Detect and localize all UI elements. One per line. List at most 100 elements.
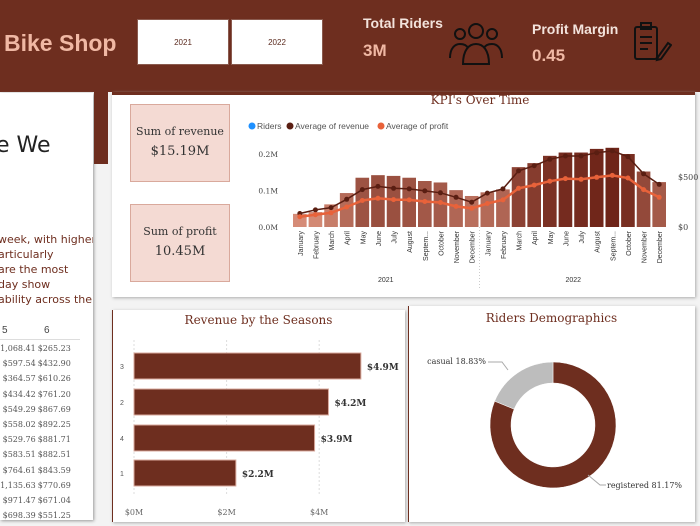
- data-label: $4.2M: [334, 399, 366, 409]
- riders-bar: [558, 152, 573, 227]
- table-cell: $761.20: [37, 389, 71, 399]
- legend-marker: [377, 122, 385, 130]
- riders-bar: [589, 148, 604, 227]
- revenue-line: [299, 150, 660, 215]
- legend-marker: [248, 122, 256, 130]
- table-row: $698.39 $551.25: [0, 508, 72, 520]
- x-axis-tick: October: [626, 230, 633, 256]
- profit-point: [359, 198, 365, 203]
- x-axis-tick: July: [392, 231, 399, 244]
- revenue-point: [641, 171, 647, 177]
- table-row: $434.42 $761.20: [0, 387, 72, 402]
- x-axis-tick: March: [517, 231, 524, 251]
- x-axis-tick: August: [407, 231, 414, 253]
- demographics-chart-title: Riders Demographics: [485, 311, 618, 325]
- table-row: $364.57 $610.26: [0, 371, 72, 386]
- slicer-2021[interactable]: 2021: [137, 19, 229, 65]
- legend-label: Average of revenue: [295, 121, 369, 131]
- profit-card-value: 10.45M: [154, 244, 206, 259]
- table-cell: $597.54: [2, 359, 36, 369]
- profit-point: [375, 195, 381, 201]
- right-axis-tick: $500: [678, 173, 698, 182]
- riders-bar: [324, 204, 338, 227]
- table-cell: $434.42: [2, 389, 36, 399]
- x-axis-tick: April: [532, 231, 539, 245]
- profit-point: [469, 205, 475, 211]
- profit-point: [437, 200, 443, 205]
- profit-margin-label: Profit Margin: [532, 21, 619, 37]
- revenue-point: [469, 199, 475, 205]
- data-label: $3.9M: [321, 435, 353, 445]
- legend-marker: [286, 122, 294, 130]
- x-axis-tick: Septem...: [423, 231, 430, 261]
- profit-point: [453, 203, 459, 209]
- leader-line: [587, 474, 606, 486]
- profit-point: [625, 175, 631, 181]
- year-label: 2021: [378, 277, 394, 284]
- profit-point: [516, 185, 522, 191]
- total-riders-value: 3M: [363, 41, 387, 60]
- left-axis-tick: 0.2M: [258, 150, 278, 159]
- profit-point: [344, 204, 350, 210]
- riders-bar: [464, 195, 479, 227]
- revenue-point: [391, 185, 397, 191]
- legend-label: Average of profit: [386, 121, 449, 131]
- text-line: articularly: [0, 248, 54, 261]
- profit-point: [312, 212, 318, 218]
- table-cell: $882.51: [37, 450, 71, 460]
- x-axis-tick: March: [329, 231, 336, 251]
- riders-bar: [574, 152, 588, 227]
- profit-point: [297, 214, 303, 220]
- table-cell: $764.61: [2, 465, 36, 475]
- table-cell: $698.39: [2, 511, 36, 520]
- x-axis-tick: August: [595, 231, 602, 253]
- profit-point: [500, 197, 506, 203]
- table-row: $1,068.41$265.23: [0, 341, 72, 356]
- table-row: $597.54 $432.90: [0, 356, 72, 371]
- x-axis-tick: $4M: [310, 508, 328, 517]
- table-row: $1,135.63$770.69: [0, 478, 72, 493]
- riders-bar: [652, 182, 666, 227]
- table-cell: $549.29: [2, 404, 36, 414]
- table-cell: $770.69: [37, 480, 71, 490]
- table-cell: $1,068.41: [0, 344, 36, 354]
- data-label: $4.9M: [367, 363, 399, 373]
- y-axis-tick: 3: [120, 364, 124, 371]
- revenue-point: [547, 156, 553, 162]
- x-axis-tick: January: [485, 231, 492, 256]
- x-axis-tick: Septem...: [610, 231, 617, 261]
- casual-slice: [494, 361, 554, 410]
- insights-panel: e We week, with higher articularly are t…: [0, 93, 93, 520]
- profit-point: [609, 172, 615, 178]
- table-cell: $529.76: [2, 435, 36, 445]
- profit-point: [531, 182, 537, 188]
- x-axis-tick: April: [345, 231, 352, 245]
- x-axis-tick: November: [642, 230, 649, 263]
- profit-point: [594, 174, 600, 180]
- slicer-2022[interactable]: 2022: [231, 19, 323, 65]
- revenue-card-label: Sum of revenue: [136, 125, 224, 138]
- riders-bar: [636, 171, 651, 227]
- registered-label: registered 81.17%: [607, 481, 682, 490]
- insights-heading: e We: [0, 133, 51, 158]
- table-cell: $892.25: [37, 420, 71, 430]
- profit-card: Sum of profit 10.45M: [130, 204, 230, 282]
- x-axis-tick: $2M: [217, 508, 235, 517]
- riders-bar: [371, 175, 385, 227]
- table-row: $583.51 $882.51: [0, 447, 72, 462]
- profit-point: [391, 197, 397, 203]
- riders-bar: [543, 155, 557, 227]
- table-cell: $881.71: [37, 435, 71, 445]
- x-axis-tick: November: [454, 230, 461, 263]
- legend-label: Riders: [257, 121, 282, 131]
- season-bar: [133, 424, 316, 452]
- x-axis-tick: June: [563, 231, 570, 246]
- x-axis-tick: January: [298, 231, 305, 256]
- profit-point: [578, 176, 584, 182]
- left-axis-tick: 0.1M: [258, 187, 278, 196]
- table-cell: $971.47: [2, 495, 36, 505]
- people-group-icon: [449, 23, 503, 65]
- revenue-point: [453, 194, 459, 200]
- text-line: week, with higher: [0, 233, 93, 246]
- kpi-chart: Riders Average of revenue Average of profi…: [248, 121, 698, 290]
